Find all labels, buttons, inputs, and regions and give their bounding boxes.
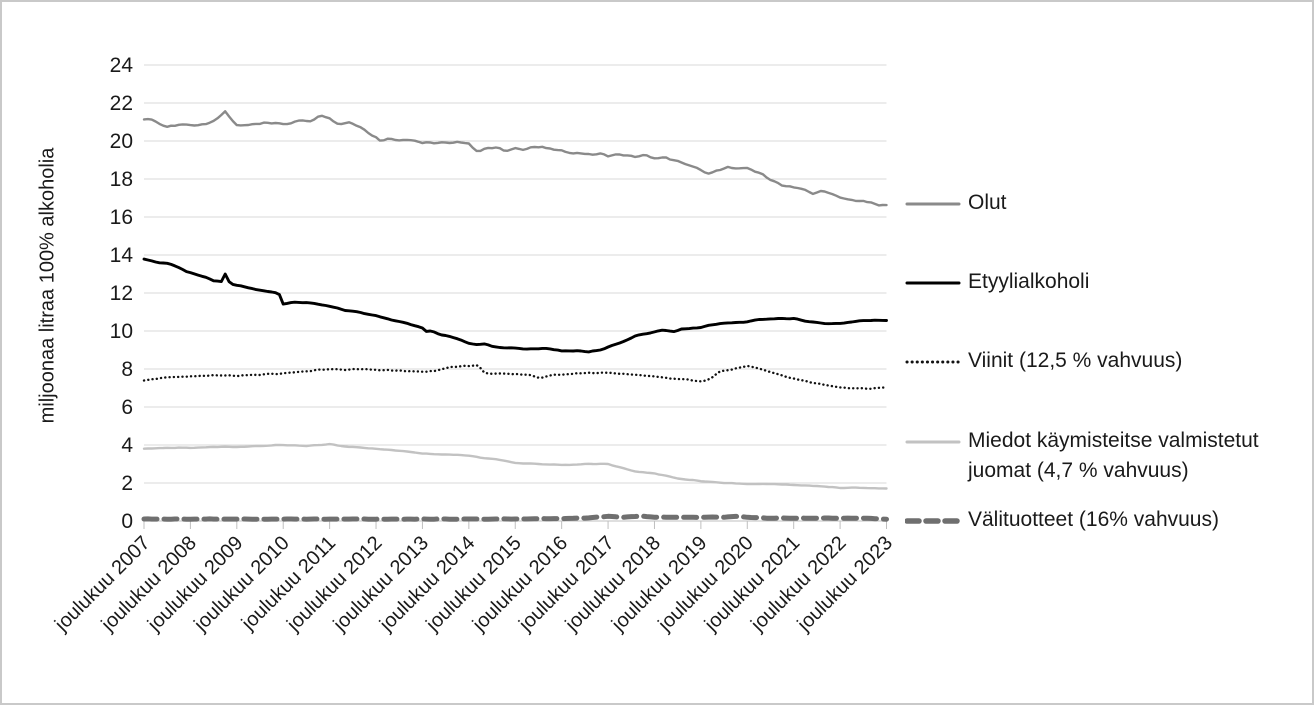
- y-tick-label: 10: [110, 320, 133, 343]
- series-line-olut: [142, 110, 888, 207]
- y-tick-label: 8: [121, 358, 133, 381]
- legend-label-miedot: Miedot käymisteitse valmistetut juomat (…: [968, 429, 1259, 482]
- legend-item-viinit: Viinit (12,5 % vahvuus): [905, 346, 1298, 376]
- legend-swatch-miedot: [905, 440, 961, 444]
- y-tick-label: 20: [110, 130, 133, 153]
- legend-label-valituotteet: Välituotteet (16% vahvuus): [968, 508, 1219, 531]
- legend-swatch-viinit: [905, 360, 961, 364]
- y-tick-label: 2: [121, 472, 133, 495]
- y-tick-label: 6: [121, 396, 133, 419]
- series-line-etyylialkoholi: [142, 257, 888, 354]
- y-tick-label: 18: [110, 168, 133, 191]
- y-tick-label: 22: [110, 92, 133, 115]
- legend-swatch-olut: [905, 202, 961, 206]
- y-tick-label: 24: [110, 54, 134, 77]
- series-line-miedot: [142, 442, 888, 490]
- legend-label-olut: Olut: [968, 191, 1007, 214]
- y-tick-label: 4: [121, 434, 133, 457]
- legend-label-viinit: Viinit (12,5 % vahvuus): [968, 349, 1183, 372]
- y-tick-label: 0: [121, 510, 133, 533]
- legend-item-valituotteet: Välituotteet (16% vahvuus): [905, 505, 1298, 535]
- legend-swatch-etyylialkoholi: [905, 281, 961, 285]
- y-tick-label: 12: [110, 282, 133, 305]
- legend-swatch-valituotteet: [905, 518, 961, 524]
- legend-item-miedot: Miedot käymisteitse valmistetut juomat (…: [905, 426, 1298, 486]
- y-tick-label: 16: [110, 206, 133, 229]
- series-line-valituotteet: [141, 513, 889, 522]
- y-axis-title: miljoonaa litraa 100% alkoholia: [36, 147, 59, 424]
- legend-item-etyylialkoholi: Etyylialkoholi: [905, 267, 1298, 297]
- y-tick-label: 14: [110, 244, 134, 267]
- series-line-viinit: [142, 363, 888, 390]
- legend-label-etyylialkoholi: Etyylialkoholi: [968, 270, 1090, 293]
- legend-item-olut: Olut: [905, 188, 1298, 218]
